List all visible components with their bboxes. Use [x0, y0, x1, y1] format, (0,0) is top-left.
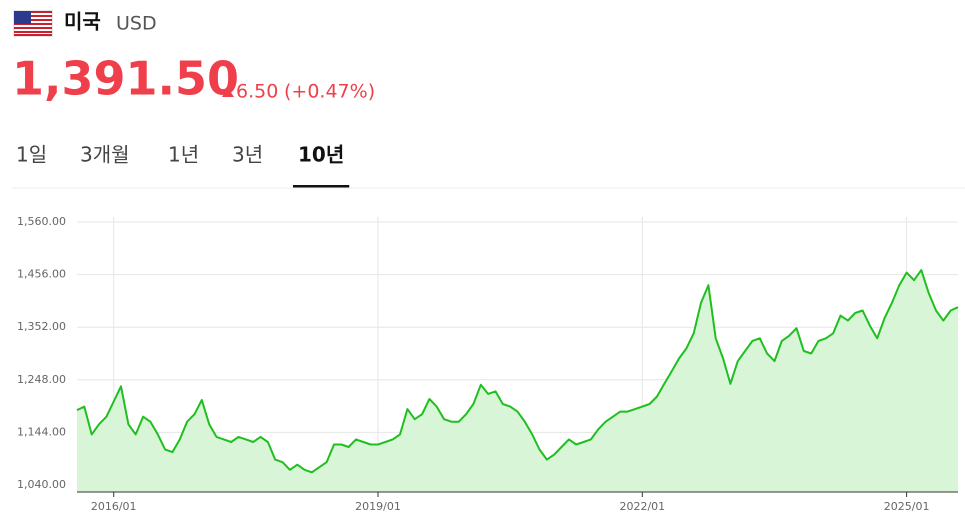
country: 미국 [64, 10, 101, 34]
tab[interactable]: 1년 [168, 143, 199, 167]
tab[interactable]: 3년 [232, 143, 263, 167]
y-tick-label: 1,248.00 [17, 373, 66, 386]
area [77, 270, 958, 492]
y-tick-label: 1,352.00 [17, 320, 66, 333]
up-arrow [222, 88, 234, 97]
tab-underline [293, 185, 350, 188]
x-tick-label: 2022/01 [619, 500, 665, 513]
tabs: 1일 3개월 1년 3년 10년 [16, 143, 350, 188]
tab[interactable]: 1일 [16, 143, 47, 167]
change: 6.50 [236, 81, 278, 103]
tab[interactable]: 10년 [298, 143, 344, 167]
price: 1,391.50 [12, 52, 239, 106]
line [76, 269, 959, 474]
x-tick-label: 2016/01 [91, 500, 137, 513]
change-pct: (+0.47%) [284, 81, 375, 103]
tab[interactable]: 3개월 [80, 143, 130, 167]
flag [13, 10, 53, 37]
x-tick-label: 2019/01 [355, 500, 401, 513]
y-tick-label: 1,144.00 [17, 425, 66, 438]
y-tick-label: 1,456.00 [17, 268, 66, 281]
x-tick-label: 2025/01 [884, 500, 930, 513]
chart: 1,040.00 1,144.00 1,248.00 1,352.00 1,456.00… [17, 215, 959, 513]
currency: USD [116, 13, 157, 35]
y-tick-label: 1,040.00 [17, 478, 66, 491]
y-tick-label: 1,560.00 [17, 215, 66, 228]
